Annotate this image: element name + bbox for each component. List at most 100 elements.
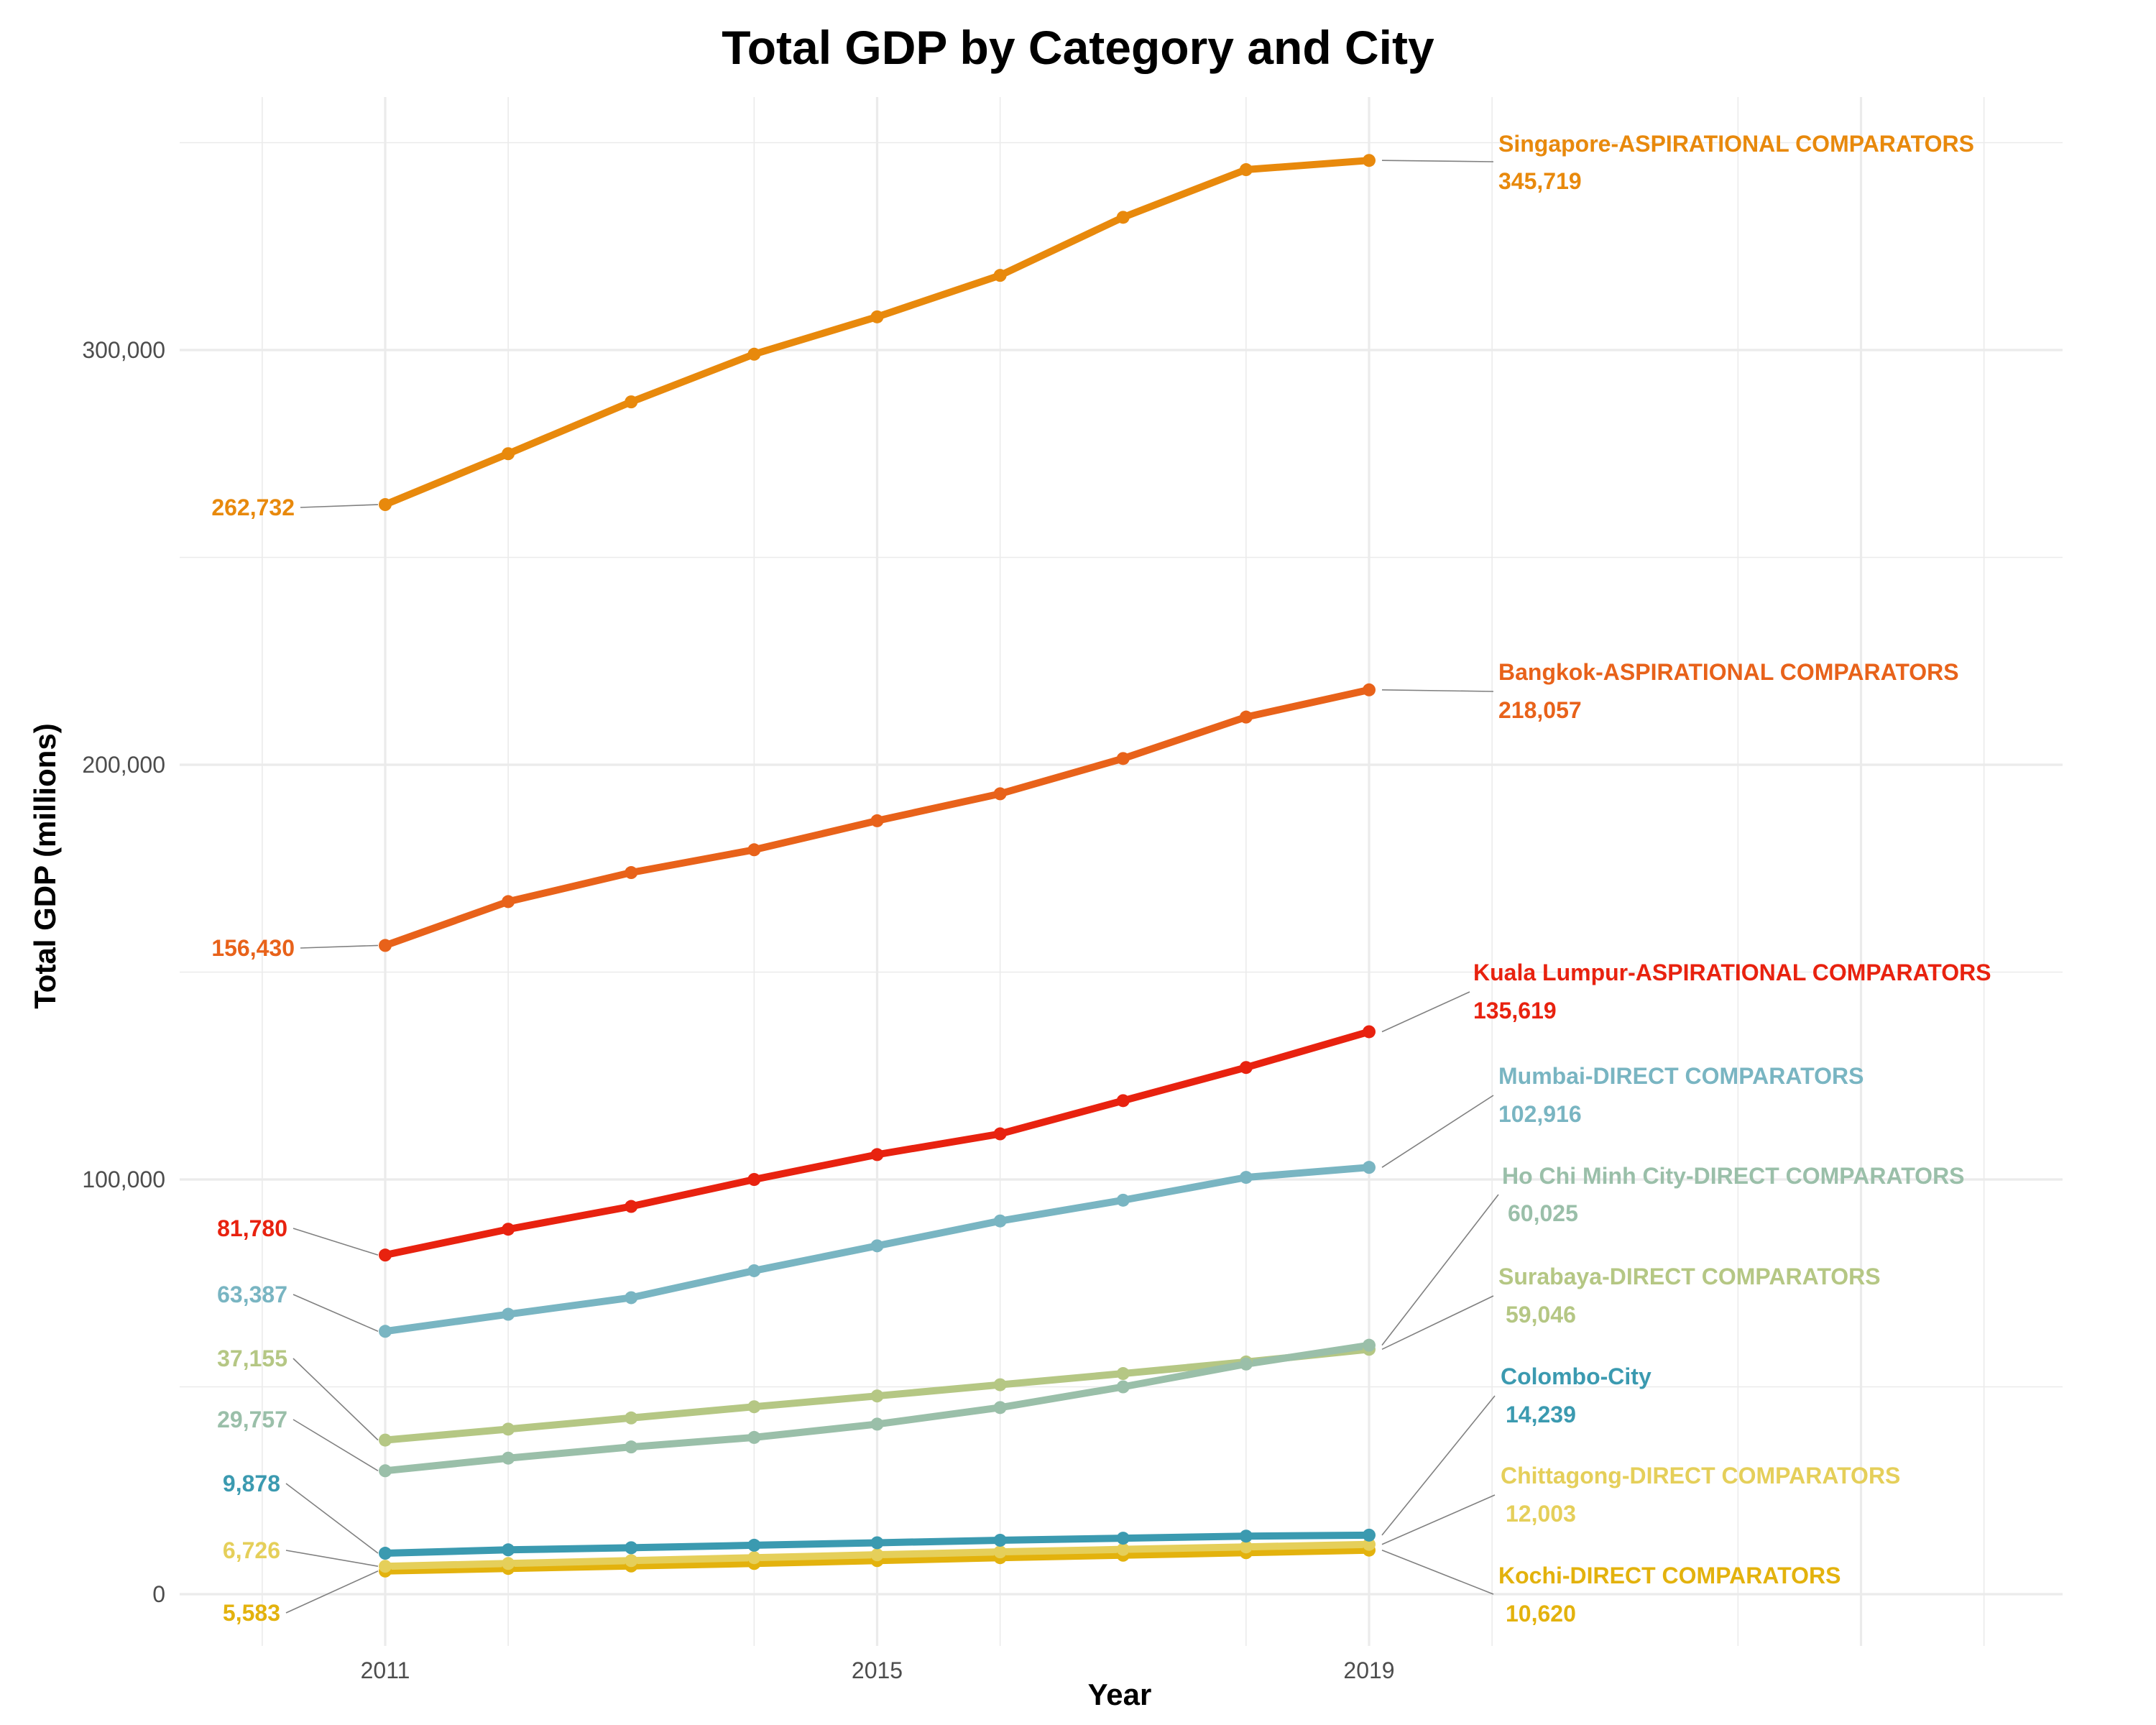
y-tick-label: 100,000 <box>82 1167 165 1192</box>
data-point-bangkok-aspirational-comparators <box>625 866 638 880</box>
data-point-ho-chi-minh-city-direct-comparators <box>1116 1380 1130 1394</box>
label-leader-lines <box>285 160 1499 1614</box>
series-name-label-ho-chi-minh-city-direct-comparators: Ho Chi Minh City-DIRECT COMPARATORS <box>1502 1163 1965 1189</box>
end-value-label-bangkok-aspirational-comparators: 218,057 <box>1498 697 1582 723</box>
series-name-label-kuala-lumpur-aspirational-comparators: Kuala Lumpur-ASPIRATIONAL COMPARATORS <box>1473 960 1991 985</box>
start-value-label-chittagong-direct-comparators: 6,726 <box>223 1537 280 1563</box>
end-value-label-mumbai-direct-comparators: 102,916 <box>1498 1101 1582 1127</box>
chart-title: Total GDP by Category and City <box>722 21 1434 74</box>
data-point-ho-chi-minh-city-direct-comparators <box>1239 1357 1253 1371</box>
data-point-bangkok-aspirational-comparators <box>870 814 884 827</box>
data-point-surabaya-direct-comparators <box>379 1433 392 1447</box>
series-points <box>379 154 1376 1578</box>
x-tick-label: 2019 <box>1343 1657 1394 1683</box>
data-point-mumbai-direct-comparators <box>502 1307 515 1321</box>
data-point-chittagong-direct-comparators <box>1116 1542 1130 1556</box>
series-end-labels: 262,732 Singapore-ASPIRATIONAL COMPARATOR… <box>211 131 1991 1627</box>
data-point-chittagong-direct-comparators <box>1239 1540 1253 1554</box>
data-point-chittagong-direct-comparators <box>502 1557 515 1570</box>
data-point-kuala-lumpur-aspirational-comparators <box>870 1148 884 1162</box>
data-point-singapore-aspirational-comparators <box>1239 163 1253 177</box>
end-value-label-kuala-lumpur-aspirational-comparators: 135,619 <box>1473 998 1557 1024</box>
data-point-singapore-aspirational-comparators <box>502 447 515 461</box>
end-leader-line <box>1381 160 1494 162</box>
axis-tick-labels: 2011 2015 2019 0 100,000 200,000 300,000 <box>82 337 1394 1683</box>
data-point-surabaya-direct-comparators <box>625 1411 638 1425</box>
end-value-label-singapore-aspirational-comparators: 345,719 <box>1498 168 1582 194</box>
major-gridlines <box>180 97 2063 1646</box>
end-leader-line <box>1381 1549 1494 1595</box>
y-tick-label: 300,000 <box>82 337 165 363</box>
series-name-label-chittagong-direct-comparators: Chittagong-DIRECT COMPARATORS <box>1501 1463 1900 1489</box>
data-point-mumbai-direct-comparators <box>870 1239 884 1253</box>
start-leader-line <box>285 1483 379 1554</box>
data-point-ho-chi-minh-city-direct-comparators <box>502 1451 515 1465</box>
data-point-chittagong-direct-comparators <box>379 1560 392 1573</box>
series-name-label-mumbai-direct-comparators: Mumbai-DIRECT COMPARATORS <box>1498 1063 1864 1089</box>
data-point-bangkok-aspirational-comparators <box>747 843 761 857</box>
start-value-label-kochi-direct-comparators: 5,583 <box>223 1600 280 1626</box>
end-value-label-ho-chi-minh-city-direct-comparators: 60,025 <box>1508 1200 1578 1226</box>
end-leader-line <box>1381 1194 1499 1346</box>
y-axis-title: Total GDP (millions) <box>28 723 62 1008</box>
start-leader-line <box>285 1550 379 1567</box>
data-point-bangkok-aspirational-comparators <box>993 787 1007 801</box>
start-leader-line <box>292 1294 379 1332</box>
x-tick-label: 2015 <box>852 1657 903 1683</box>
data-point-chittagong-direct-comparators <box>1363 1537 1376 1551</box>
data-point-singapore-aspirational-comparators <box>993 269 1007 282</box>
start-value-label-ho-chi-minh-city-direct-comparators: 29,757 <box>217 1407 287 1432</box>
data-point-surabaya-direct-comparators <box>993 1378 1007 1392</box>
data-point-colombo-city <box>1116 1532 1130 1545</box>
data-point-singapore-aspirational-comparators <box>625 395 638 409</box>
data-point-singapore-aspirational-comparators <box>870 310 884 323</box>
data-point-bangkok-aspirational-comparators <box>1239 710 1253 724</box>
start-leader-line <box>292 1358 379 1441</box>
minor-gridlines <box>180 97 2063 1646</box>
start-leader-line <box>300 504 379 508</box>
data-point-bangkok-aspirational-comparators <box>1363 683 1376 696</box>
data-point-colombo-city <box>993 1533 1007 1547</box>
data-point-surabaya-direct-comparators <box>747 1400 761 1414</box>
series-name-label-singapore-aspirational-comparators: Singapore-ASPIRATIONAL COMPARATORS <box>1498 131 1974 157</box>
data-point-ho-chi-minh-city-direct-comparators <box>379 1464 392 1478</box>
end-leader-line <box>1381 1494 1496 1545</box>
data-point-kuala-lumpur-aspirational-comparators <box>1116 1094 1130 1108</box>
data-point-chittagong-direct-comparators <box>870 1548 884 1562</box>
data-point-kuala-lumpur-aspirational-comparators <box>1363 1025 1376 1039</box>
series-name-label-surabaya-direct-comparators: Surabaya-DIRECT COMPARATORS <box>1498 1264 1881 1289</box>
data-point-surabaya-direct-comparators <box>1116 1367 1130 1381</box>
data-point-surabaya-direct-comparators <box>502 1422 515 1436</box>
x-tick-label: 2011 <box>361 1657 410 1683</box>
data-point-colombo-city <box>502 1543 515 1557</box>
data-point-chittagong-direct-comparators <box>993 1545 1007 1559</box>
start-leader-line <box>285 1570 379 1614</box>
data-point-bangkok-aspirational-comparators <box>1116 752 1130 765</box>
y-tick-label: 200,000 <box>82 752 165 778</box>
data-point-mumbai-direct-comparators <box>993 1214 1007 1228</box>
data-point-colombo-city <box>870 1536 884 1550</box>
end-leader-line <box>1381 991 1470 1033</box>
data-point-singapore-aspirational-comparators <box>747 347 761 361</box>
data-point-singapore-aspirational-comparators <box>1363 154 1376 167</box>
data-point-singapore-aspirational-comparators <box>379 498 392 512</box>
end-leader-line <box>1381 1395 1496 1536</box>
data-point-ho-chi-minh-city-direct-comparators <box>993 1401 1007 1414</box>
end-value-label-colombo-city: 14,239 <box>1506 1402 1576 1427</box>
data-point-mumbai-direct-comparators <box>1116 1193 1130 1207</box>
data-point-mumbai-direct-comparators <box>1363 1161 1376 1174</box>
end-value-label-surabaya-direct-comparators: 59,046 <box>1506 1302 1576 1328</box>
data-point-kuala-lumpur-aspirational-comparators <box>747 1173 761 1186</box>
data-point-kuala-lumpur-aspirational-comparators <box>1239 1061 1253 1075</box>
start-leader-line <box>292 1228 379 1256</box>
start-value-label-surabaya-direct-comparators: 37,155 <box>217 1346 287 1371</box>
data-point-mumbai-direct-comparators <box>379 1325 392 1338</box>
data-point-mumbai-direct-comparators <box>625 1291 638 1305</box>
data-point-surabaya-direct-comparators <box>870 1389 884 1403</box>
data-point-bangkok-aspirational-comparators <box>379 939 392 952</box>
series-name-label-kochi-direct-comparators: Kochi-DIRECT COMPARATORS <box>1498 1563 1841 1588</box>
end-value-label-chittagong-direct-comparators: 12,003 <box>1506 1501 1576 1527</box>
y-tick-label: 0 <box>152 1581 165 1607</box>
start-leader-line <box>292 1419 379 1471</box>
data-point-chittagong-direct-comparators <box>747 1551 761 1565</box>
